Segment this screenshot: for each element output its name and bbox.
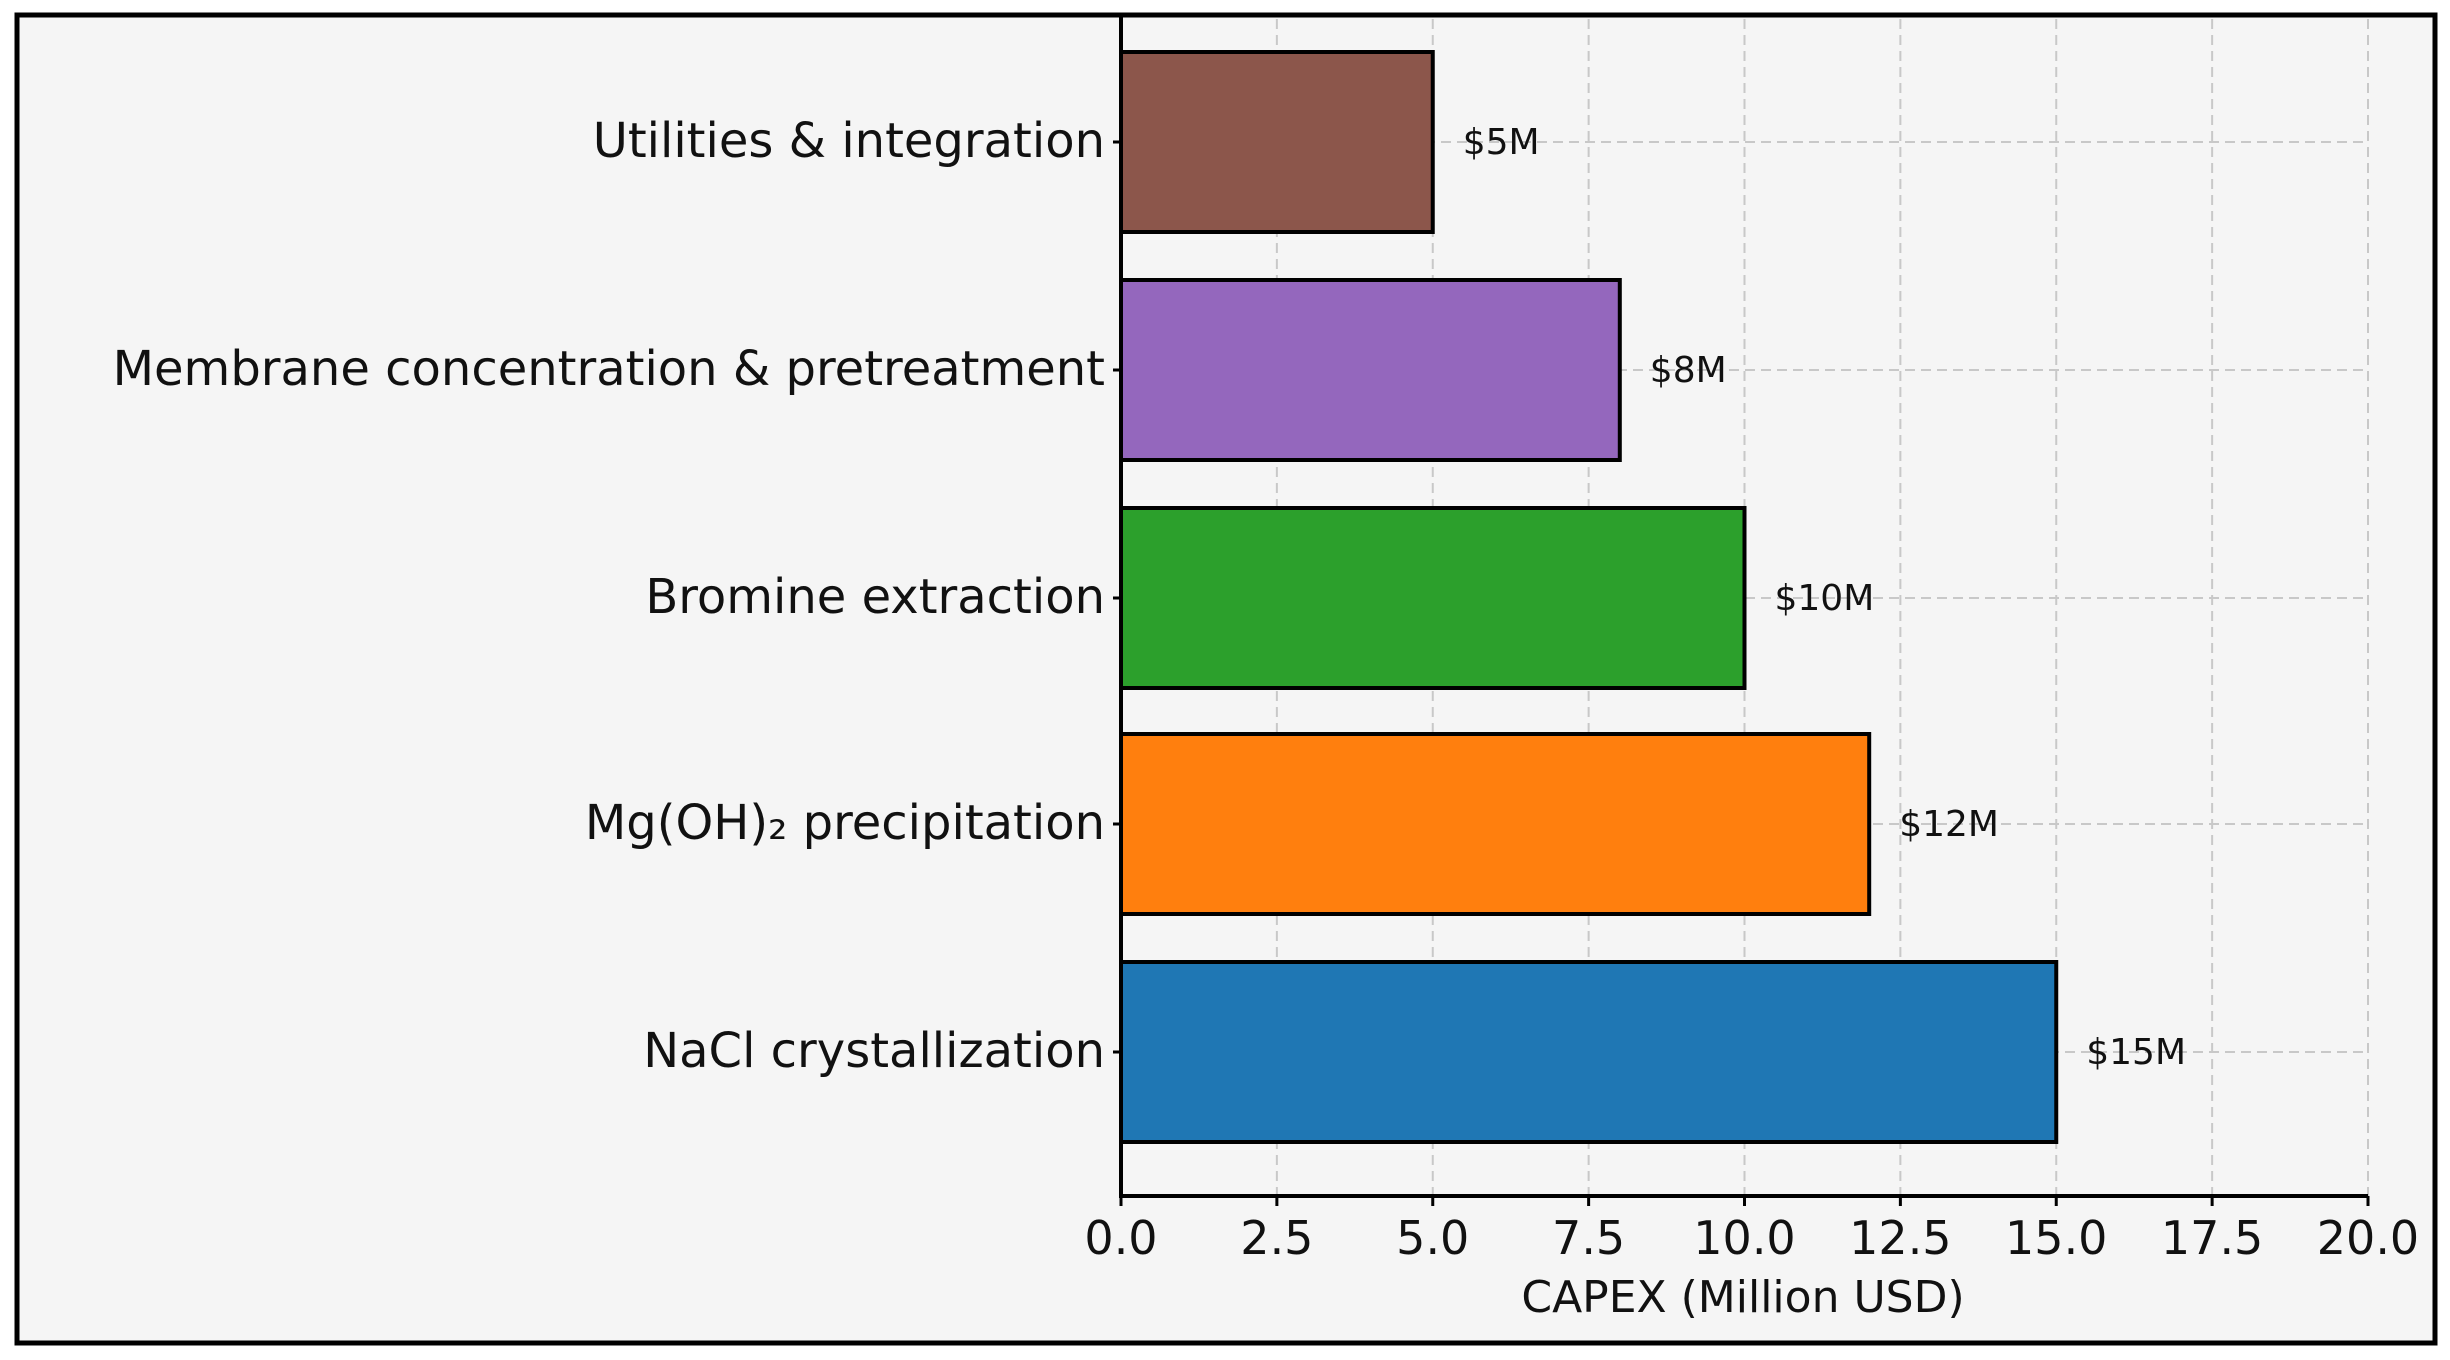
x-tick-label: 5.0 xyxy=(1396,1211,1469,1265)
bar-value-label: $10M xyxy=(1775,578,1875,619)
x-tick-label: 0.0 xyxy=(1084,1211,1157,1265)
x-tick-label: 20.0 xyxy=(2317,1211,2419,1265)
x-tick-label: 17.5 xyxy=(2161,1211,2263,1265)
y-tick-label: Membrane concentration & pretreatment xyxy=(113,341,1105,397)
bars xyxy=(1119,50,2059,1144)
bar-value-label: $12M xyxy=(1899,804,1999,845)
bar xyxy=(1119,506,1747,690)
y-tick-label: Utilities & integration xyxy=(593,113,1105,169)
y-tick-label: NaCl crystallization xyxy=(643,1023,1105,1079)
x-tick-label: 12.5 xyxy=(1849,1211,1951,1265)
bar xyxy=(1119,50,1435,234)
x-tick-label: 2.5 xyxy=(1240,1211,1313,1265)
bar xyxy=(1119,732,1872,916)
bar-value-label: $8M xyxy=(1650,350,1727,391)
axes xyxy=(1113,15,2370,1206)
y-tick-label: Bromine extraction xyxy=(645,569,1105,625)
bar xyxy=(1119,278,1622,462)
bar-value-label: $5M xyxy=(1463,122,1540,163)
bar-value-label: $15M xyxy=(2086,1032,2186,1073)
y-tick-label: Mg(OH)₂ precipitation xyxy=(585,795,1105,851)
x-axis-title: CAPEX (Million USD) xyxy=(1521,1272,1964,1323)
x-tick-label: 10.0 xyxy=(1693,1211,1795,1265)
x-tick-label: 7.5 xyxy=(1552,1211,1625,1265)
x-tick-label: 15.0 xyxy=(2005,1211,2107,1265)
bar xyxy=(1119,960,2059,1144)
labels: $5M Utilities & integration $8M Membrane co… xyxy=(113,113,2420,1265)
